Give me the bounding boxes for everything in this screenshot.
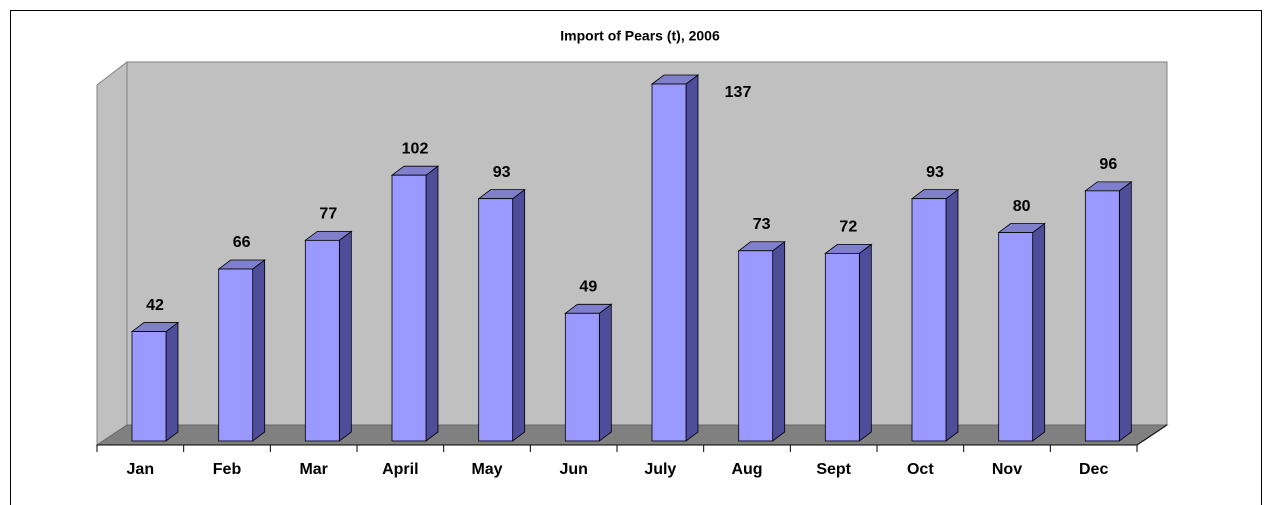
x-tick-label: Jan <box>127 461 155 478</box>
bar <box>998 232 1034 442</box>
bar-side <box>1118 181 1132 442</box>
bar-side <box>685 74 699 442</box>
bar <box>304 239 340 442</box>
bar-side <box>858 243 872 442</box>
x-tick-label: Feb <box>213 461 242 478</box>
bar <box>131 331 167 442</box>
bar <box>478 198 514 442</box>
x-tick-label: Jun <box>559 461 587 478</box>
bar <box>1084 190 1120 442</box>
data-label: 137 <box>725 84 752 101</box>
bar-side <box>512 188 526 442</box>
data-label: 96 <box>1099 156 1117 173</box>
x-tick-label: Aug <box>731 461 762 478</box>
bar-side <box>338 230 352 442</box>
data-label: 80 <box>1013 198 1031 215</box>
data-label: 77 <box>319 206 337 223</box>
data-label: 49 <box>579 279 597 296</box>
bar <box>564 312 600 442</box>
bar-side <box>1032 222 1046 442</box>
bar <box>824 252 860 442</box>
data-label: 93 <box>926 164 944 181</box>
data-label: 93 <box>493 164 511 181</box>
x-tick-label: Nov <box>992 461 1022 478</box>
x-tick-label: Oct <box>907 461 934 478</box>
bar <box>911 198 947 442</box>
bar-side <box>252 259 266 442</box>
bar <box>391 174 427 442</box>
data-label: 42 <box>146 297 164 314</box>
x-tick-label: Sept <box>816 461 851 478</box>
bar <box>738 250 774 442</box>
x-tick-label: May <box>471 461 502 478</box>
data-label: 66 <box>233 234 251 251</box>
bar-side <box>425 165 439 442</box>
x-tick-label: Dec <box>1079 461 1108 478</box>
x-tick-label: April <box>382 461 418 478</box>
bar-side <box>772 240 786 442</box>
bar-side <box>598 303 612 442</box>
bar-side <box>945 188 959 442</box>
bar <box>218 268 254 442</box>
side-wall <box>96 60 128 446</box>
data-label: 72 <box>839 219 857 236</box>
floor-edge <box>1136 424 1168 446</box>
x-tick-label: Mar <box>299 461 327 478</box>
x-tick-label: July <box>644 461 676 478</box>
chart-title: Import of Pears (t), 2006 <box>560 28 720 44</box>
bar-side <box>165 321 179 442</box>
bar <box>651 83 687 442</box>
data-label: 102 <box>402 140 429 157</box>
data-label: 73 <box>753 216 771 233</box>
